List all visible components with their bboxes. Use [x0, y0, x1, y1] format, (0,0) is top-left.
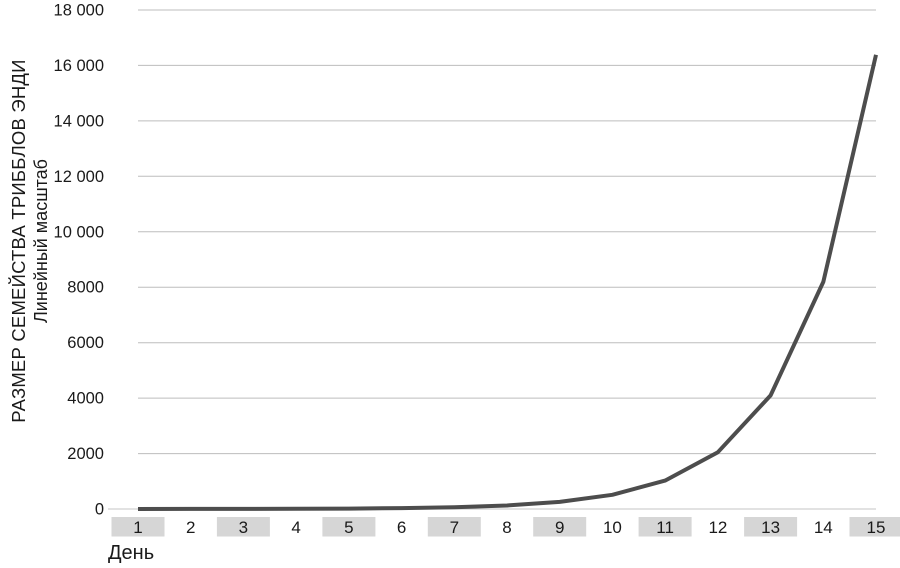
x-tick-label: 5	[344, 518, 353, 537]
y-tick-label: 10 000	[54, 223, 104, 241]
x-tick-label: 8	[502, 518, 511, 537]
y-tick-label: 12 000	[54, 168, 104, 186]
y-tick-label: 18 000	[54, 2, 104, 20]
x-tick-label: 3	[239, 518, 248, 537]
x-tick-label: 6	[397, 518, 406, 537]
y-tick-label: 6000	[67, 334, 104, 352]
x-tick-label: 1	[133, 518, 142, 537]
x-tick-band	[216, 517, 270, 537]
x-tick-band	[427, 517, 481, 537]
data-line	[137, 54, 878, 511]
x-tick-band	[533, 517, 587, 537]
x-tick-label: 2	[186, 518, 195, 537]
y-tick-label: 8000	[67, 279, 104, 297]
x-tick-label: 7	[450, 518, 459, 537]
x-tick-label: 14	[814, 518, 833, 537]
x-tick-label: 10	[603, 518, 622, 537]
y-tick-label: 2000	[67, 445, 104, 463]
x-tick-band	[322, 517, 376, 537]
x-axis-title: День	[108, 542, 155, 564]
x-tick-label: 4	[291, 518, 300, 537]
x-tick-label: 13	[761, 518, 780, 537]
x-tick-band	[638, 517, 692, 537]
x-tick-label: 11	[656, 518, 674, 537]
x-tick-band	[111, 517, 165, 537]
x-tick-band	[849, 517, 900, 537]
y-tick-label: 14 000	[54, 112, 104, 130]
x-tick-label: 12	[708, 518, 727, 537]
y-tick-label: 16 000	[54, 57, 104, 75]
y-tick-label: 4000	[67, 390, 104, 408]
x-tick-label: 9	[555, 518, 564, 537]
x-tick-band	[744, 517, 798, 537]
x-tick-label: 15	[867, 518, 886, 537]
y-tick-label: 0	[95, 501, 104, 519]
